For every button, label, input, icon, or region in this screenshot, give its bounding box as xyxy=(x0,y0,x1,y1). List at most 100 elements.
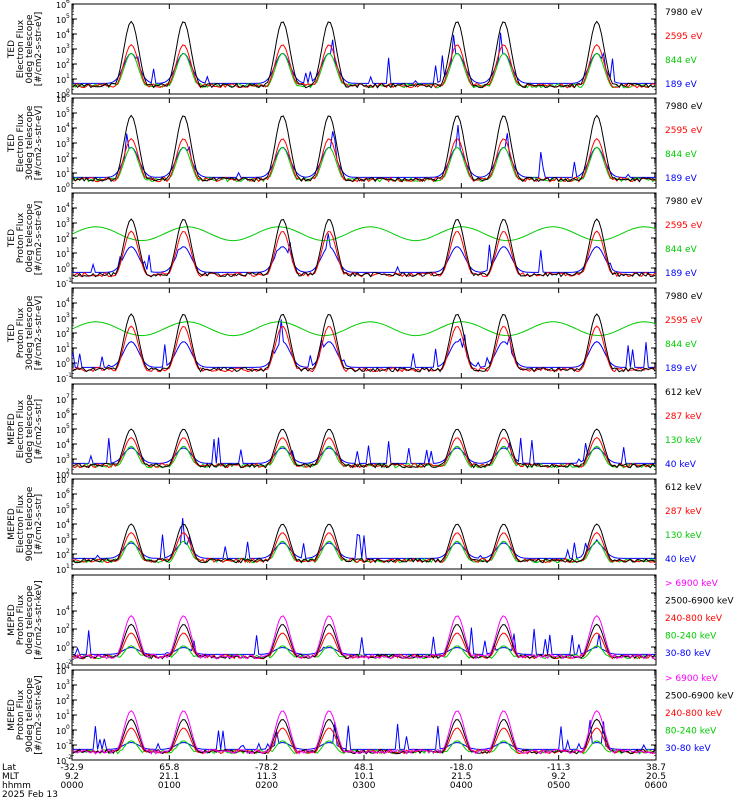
y-axis-label: TED xyxy=(7,324,17,343)
legend-entry: 287 keV xyxy=(665,507,702,517)
y-tick-exponent: 5 xyxy=(66,503,70,510)
y-tick-exponent: 3 xyxy=(66,312,70,319)
x-tick-mlt: 9.2 xyxy=(65,772,79,782)
x-tick-lat: -32.9 xyxy=(60,763,84,773)
y-tick-exponent: 6 xyxy=(66,408,70,415)
legend-entry: 130 keV xyxy=(665,436,702,446)
y-tick-exponent: 2 xyxy=(66,548,70,555)
y-axis-label: [#/cm2-s-str-keV] xyxy=(34,675,44,754)
panel-frame-3 xyxy=(71,192,657,284)
legend-entry: 240-800 keV xyxy=(665,709,723,719)
y-tick-exponent: 1 xyxy=(66,563,70,570)
series-line-7980-ev xyxy=(72,20,656,89)
y-tick-label: 10 xyxy=(56,426,66,435)
legend-entry: 7980 eV xyxy=(665,8,703,18)
y-tick-label: 10 xyxy=(56,471,66,480)
y-tick-exponent: -2 xyxy=(66,754,72,761)
series-line-2595-ev xyxy=(72,230,656,278)
y-tick-exponent: 3 xyxy=(66,137,70,144)
y-axis-label: 0deg telescope xyxy=(25,394,35,464)
y-axis-label: 0deg telescope xyxy=(25,203,35,273)
y-axis-label: Proton Flux xyxy=(16,307,26,358)
y-tick-exponent: 2 xyxy=(66,327,70,334)
y-tick-exponent: 0 xyxy=(66,357,70,364)
y-tick-label: 10 xyxy=(56,456,66,465)
y-tick-label: 10 xyxy=(56,280,66,289)
series-line-7980-ev xyxy=(72,114,656,183)
series-line-2500-6900-kev xyxy=(72,718,656,755)
y-axis-label: Proton Flux xyxy=(16,689,26,740)
y-tick-label: 10 xyxy=(56,667,66,676)
y-tick-label: 10 xyxy=(56,626,66,635)
y-tick-label: 10 xyxy=(56,536,66,545)
y-axis-label: [#/cm2-s-str] xyxy=(34,494,44,554)
legend-entry: 844 eV xyxy=(665,56,698,66)
x-tick-mlt: 20.5 xyxy=(646,772,666,782)
legend-entry: 844 eV xyxy=(665,150,698,160)
panel-frame-5 xyxy=(71,383,657,475)
y-axis-label: Proton Flux xyxy=(16,212,26,263)
x-tick-mlt: 10.1 xyxy=(354,772,374,782)
y-tick-exponent: 4 xyxy=(66,664,70,671)
y-tick-label: 10 xyxy=(56,411,66,420)
y-tick-exponent: 5 xyxy=(66,107,70,114)
y-tick-label: 10 xyxy=(56,662,66,671)
y-tick-exponent: 3 xyxy=(66,679,70,686)
y-tick-label: 10 xyxy=(56,31,66,40)
legend-entry: 130 keV xyxy=(665,531,702,541)
series-line-7980-ev xyxy=(72,313,656,373)
x-axis-row-label: MLT xyxy=(2,772,20,782)
y-tick-exponent: 4 xyxy=(66,202,70,209)
y-tick-label: 10 xyxy=(56,155,66,164)
legend-entry: 844 eV xyxy=(665,245,698,255)
y-tick-exponent: 5 xyxy=(66,13,70,20)
y-tick-exponent: 1 xyxy=(66,247,70,254)
x-tick-hhmm: 0200 xyxy=(255,781,278,791)
series-line-189-ev xyxy=(73,233,655,273)
series-line-844-ev xyxy=(72,226,656,242)
y-tick-label: 10 xyxy=(56,441,66,450)
y-tick-label: 10 xyxy=(56,110,66,119)
y-axis-label: Electron Flux xyxy=(16,113,26,172)
legend-entry: 2595 eV xyxy=(665,126,703,136)
y-tick-label: 10 xyxy=(56,250,66,259)
series-line-844-ev xyxy=(72,146,656,183)
legend-entry: 189 eV xyxy=(665,269,698,279)
y-tick-exponent: 4 xyxy=(66,122,70,129)
y-tick-label: 10 xyxy=(56,476,66,485)
y-tick-label: 10 xyxy=(56,360,66,369)
series-line-2595-ev xyxy=(72,138,656,183)
x-tick-mlt: 21.5 xyxy=(451,772,471,782)
series-line-40-kev xyxy=(73,517,655,559)
y-tick-exponent: 2 xyxy=(66,623,70,630)
y-axis-label: [#/cm2-s-str-eV] xyxy=(34,12,44,87)
y-tick-label: 10 xyxy=(56,61,66,70)
legend-entry: 30-80 keV xyxy=(665,744,711,754)
y-tick-label: 10 xyxy=(56,76,66,85)
legend-entry: 80-240 keV xyxy=(665,727,717,737)
y-tick-exponent: 2 xyxy=(66,468,70,475)
y-axis-label: 0deg telescope xyxy=(25,14,35,84)
y-tick-exponent: 0 xyxy=(66,182,70,189)
y-axis-label: [#/cm2-s-str-keV] xyxy=(34,580,44,659)
x-tick-lat: -78.2 xyxy=(255,763,278,773)
y-axis-label: TED xyxy=(7,40,17,59)
panel-frame-6 xyxy=(71,478,657,570)
y-tick-exponent: 1 xyxy=(66,342,70,349)
y-tick-label: 10 xyxy=(56,551,66,560)
y-tick-label: 10 xyxy=(56,16,66,25)
y-tick-exponent: 6 xyxy=(66,0,70,5)
y-tick-exponent: 2 xyxy=(66,694,70,701)
y-axis-label: Electron Flux xyxy=(16,19,26,78)
y-axis-label: 30deg telescope xyxy=(25,295,35,370)
y-axis-label: TED xyxy=(7,134,17,153)
y-tick-exponent: 7 xyxy=(66,473,70,480)
y-tick-exponent: 1 xyxy=(66,167,70,174)
y-axis-label: Proton Flux xyxy=(16,594,26,645)
series-line-844-ev xyxy=(72,52,656,89)
series-line-189-ev xyxy=(73,32,655,84)
x-tick-hhmm: 0100 xyxy=(158,781,181,791)
legend-entry: 2595 eV xyxy=(665,316,703,326)
y-tick-exponent: 1 xyxy=(66,709,70,716)
